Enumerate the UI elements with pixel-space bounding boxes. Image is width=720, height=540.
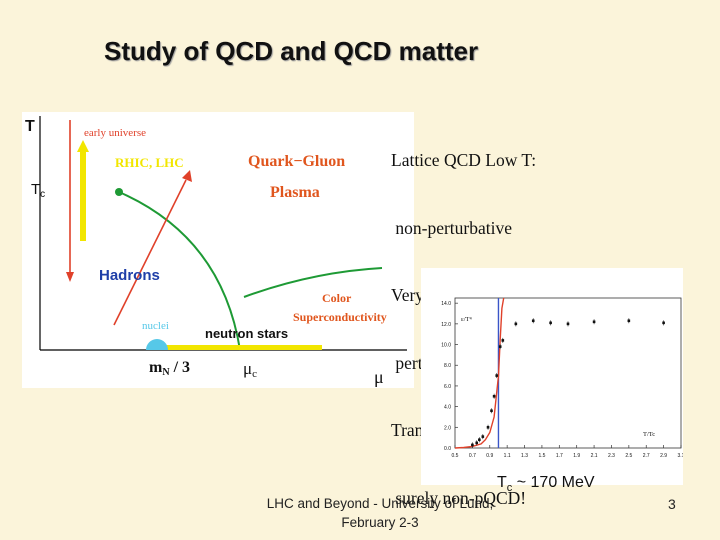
x-tick-label: 1.5 [538, 453, 545, 459]
data-point [514, 322, 518, 326]
tc-note-main: T [497, 474, 507, 491]
data-point [531, 319, 535, 323]
data-point [475, 441, 479, 445]
footer-line-1: LHC and Beyond - University of Lund, [266, 496, 494, 511]
y-tick-label: 14.0 [441, 301, 451, 307]
note-line: non-perturbative [391, 217, 512, 238]
data-point [481, 435, 485, 438]
slide-title: Study of QCD and QCD matter [104, 36, 479, 66]
qgp-label-2: Plasma [270, 184, 320, 201]
lattice-chart-svg: ε/T⁴ T/Tc 0.0 2.0 4.0 6.0 8.0 10.0 12.0 14.0 0.5… [441, 297, 683, 459]
nuclei-marker [146, 339, 168, 350]
y-axis-label: ε/T⁴ [461, 316, 473, 323]
data-point [627, 319, 631, 323]
early-universe-label: early universe [84, 127, 146, 139]
tc-note-rest: ~ 170 MeV [512, 474, 595, 491]
early-universe-arrowhead [66, 272, 74, 282]
data-point [592, 320, 596, 324]
data-point [490, 409, 493, 413]
nuclei-label: nuclei [142, 320, 169, 332]
data-point [501, 339, 505, 342]
t-axis-label: T [25, 118, 35, 135]
x-tick-label: 1.9 [573, 453, 580, 459]
tc-label-main: T [31, 181, 41, 198]
note-line: Lattice QCD Low T: [391, 150, 537, 170]
x-tick-label: 0.5 [452, 453, 459, 459]
lattice-energy-density-chart: ε/T⁴ T/Tc 0.0 2.0 4.0 6.0 8.0 10.0 12.0 14.0 0.5… [421, 268, 683, 485]
trajectory-arrowhead [182, 170, 192, 182]
hadrons-label: Hadrons [99, 267, 160, 284]
neutron-stars-label: neutron stars [205, 326, 288, 341]
data-point [566, 322, 570, 326]
muc-main: μ [243, 359, 253, 378]
color-sc-label-2: Superconductivity [293, 310, 387, 324]
rhic-lhc-arrowhead [77, 140, 89, 152]
x-tick-label: 2.3 [608, 453, 615, 459]
y-tick-label: 10.0 [441, 343, 451, 349]
data-point [662, 321, 665, 325]
x-tick-label: 2.5 [625, 453, 632, 459]
tc-note-sub: c [506, 482, 513, 494]
y-tick-label: 6.0 [444, 384, 451, 390]
tc-value-note: Tc ~ 170 MeV [497, 474, 595, 494]
footer: LHC and Beyond - University of Lund, Feb… [240, 494, 520, 532]
x-tick-label: 3.1 [678, 453, 683, 459]
rhic-lhc-label: RHIC, LHC [115, 155, 184, 170]
mn-main: m [149, 359, 163, 376]
data-point [471, 443, 474, 447]
qcd-phase-diagram: early universe RHIC, LHC Quark−Gluon Pla… [22, 112, 414, 388]
mu-axis-label: μ [374, 367, 384, 387]
tc-label: Tc [31, 181, 45, 200]
data-point [498, 345, 502, 348]
x-tick-label: 2.9 [660, 453, 667, 459]
x-tick-label: 2.1 [591, 453, 598, 459]
neutron-stars-bar [152, 345, 322, 350]
x-tick-label: 2.7 [643, 453, 650, 459]
x-axis-label: T/Tc [643, 431, 655, 438]
plot-frame [454, 297, 682, 449]
footer-line-2: February 2-3 [341, 515, 419, 530]
y-tick-label: 0.0 [444, 446, 451, 452]
x-tick-label: 1.7 [556, 453, 563, 459]
notes-list: Lattice QCD Low T: non-perturbative Very… [391, 104, 536, 532]
sb-limit-curve [454, 297, 505, 449]
x-tick-label: 0.9 [486, 453, 493, 459]
y-tick-label: 8.0 [444, 363, 451, 369]
phase-diagram-svg: early universe RHIC, LHC Quark−Gluon Pla… [39, 116, 407, 387]
data-point [492, 394, 496, 398]
data-point [486, 426, 490, 429]
data-point [549, 321, 552, 325]
x-tick-label: 0.7 [469, 453, 476, 459]
page-number: 3 [668, 496, 676, 512]
trajectory-arrow [113, 179, 187, 326]
mn-sub: N [162, 367, 170, 378]
mn3-label: mN / 3 [149, 359, 190, 378]
color-sc-label-1: Color [322, 291, 352, 305]
mn-rest: / 3 [169, 359, 191, 376]
muc-sub: c [252, 368, 258, 380]
note-line: surely non-pQCD! [391, 487, 527, 508]
x-tick-label: 1.3 [521, 453, 528, 459]
data-point [478, 438, 481, 442]
csc-boundary-curve [243, 267, 383, 298]
qgp-label-1: Quark−Gluon [248, 153, 345, 170]
data-point [495, 374, 499, 377]
tc-label-sub: c [40, 189, 46, 200]
y-tick-label: 12.0 [441, 322, 451, 328]
phase-boundary-curve [118, 191, 241, 351]
y-tick-label: 4.0 [444, 405, 451, 411]
x-tick-label: 1.1 [504, 453, 511, 459]
muc-label: μc [243, 359, 257, 380]
rhic-lhc-band [80, 148, 86, 241]
y-tick-label: 2.0 [444, 425, 451, 431]
